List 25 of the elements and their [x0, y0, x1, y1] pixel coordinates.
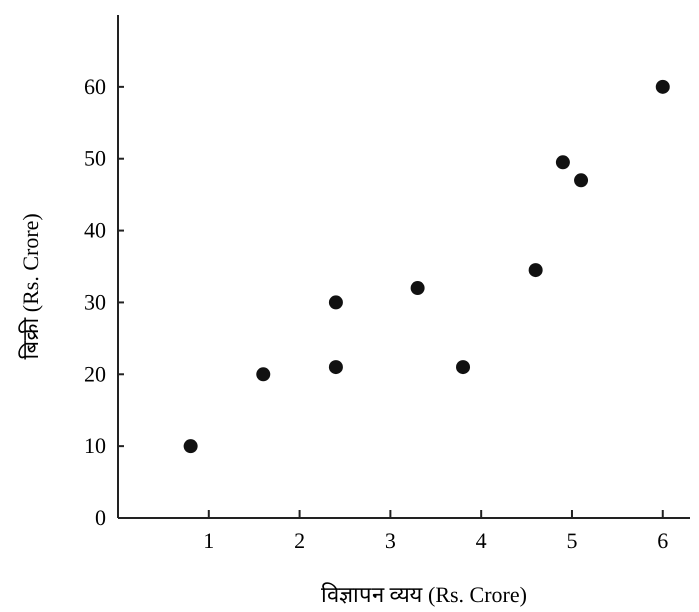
x-tick-label: 3: [384, 528, 396, 553]
point: [656, 80, 670, 94]
y-tick-label: 20: [84, 361, 106, 386]
x-tick-label: 2: [294, 528, 306, 553]
point: [328, 295, 343, 310]
point: [328, 360, 343, 374]
x-axis-title: विज्ञापन व्यय (Rs. Crore): [321, 582, 527, 607]
y-tick-label: 30: [84, 289, 106, 314]
x-tick-label: 5: [566, 528, 578, 553]
x-tick-label: 1: [203, 528, 214, 553]
y-tick-label: 0: [95, 505, 106, 530]
point: [456, 360, 470, 374]
point: [556, 155, 570, 170]
point: [528, 263, 543, 278]
y-tick-label: 40: [84, 218, 106, 243]
point: [574, 173, 588, 188]
point: [256, 367, 270, 382]
x-tick-label: 6: [657, 528, 668, 553]
y-tick-label: 10: [84, 433, 106, 458]
y-tick-label: 60: [84, 74, 106, 99]
y-tick-label: 50: [84, 146, 106, 171]
point: [184, 439, 198, 454]
y-axis-title: बिक्री (Rs. Crore): [18, 213, 43, 360]
point: [410, 281, 425, 296]
x-tick-label: 4: [476, 528, 487, 553]
